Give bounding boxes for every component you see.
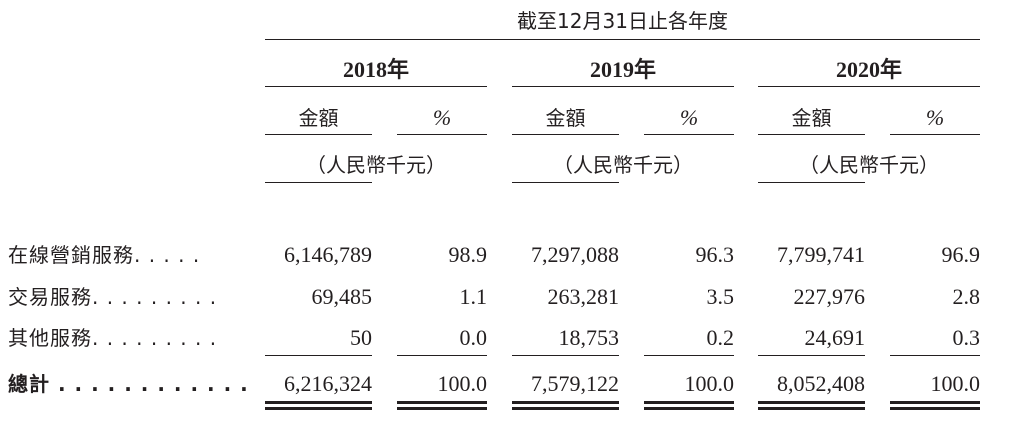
rule	[758, 407, 865, 410]
percent-cell: 96.3	[695, 242, 735, 267]
amount-header: 金額	[791, 106, 832, 130]
rule	[265, 182, 372, 183]
percent-cell: 100.0	[437, 371, 488, 396]
rule	[644, 355, 734, 356]
rule	[512, 407, 619, 410]
year-header: 2019年	[589, 57, 656, 82]
amount-cell: 8,052,408	[777, 371, 865, 396]
rule	[644, 401, 734, 404]
rule	[265, 86, 487, 87]
row-label: 其他服務. . . . . . . . .	[8, 326, 218, 350]
period-header: 截至12月31日止各年度	[517, 9, 728, 33]
percent-header: %	[432, 105, 452, 130]
unit-header: （人民幣千元）	[306, 153, 446, 177]
percent-cell: 0.3	[952, 325, 981, 350]
amount-cell: 6,146,789	[284, 242, 372, 267]
rule	[890, 401, 980, 404]
rule	[758, 86, 980, 87]
row-label: 在線營銷服務. . . . .	[8, 243, 201, 267]
rule	[758, 182, 865, 183]
rule	[265, 401, 372, 404]
rule	[890, 355, 980, 356]
rule	[397, 401, 487, 404]
rule	[644, 134, 734, 135]
amount-cell: 50	[350, 325, 372, 350]
rule	[644, 407, 734, 410]
percent-cell: 2.8	[952, 284, 981, 309]
amount-cell: 227,976	[793, 284, 866, 309]
amount-header: 金額	[545, 106, 586, 130]
amount-cell: 7,297,088	[531, 242, 619, 267]
rule	[397, 134, 487, 135]
rule	[758, 401, 865, 404]
rule	[265, 39, 980, 40]
percent-cell: 3.5	[706, 284, 735, 309]
rule	[512, 355, 619, 356]
rule	[512, 86, 734, 87]
amount-cell: 6,216,324	[284, 371, 372, 396]
percent-cell: 96.9	[941, 242, 981, 267]
amount-cell: 24,691	[804, 325, 866, 350]
rule	[265, 134, 372, 135]
rule	[512, 401, 619, 404]
row-label: 總計 . . . . . . . . . . . .	[8, 372, 249, 396]
percent-header: %	[925, 105, 945, 130]
year-header: 2020年	[835, 57, 902, 82]
rule	[512, 182, 619, 183]
amount-cell: 69,485	[311, 284, 373, 309]
percent-cell: 0.2	[706, 325, 735, 350]
year-header: 2018年	[342, 57, 409, 82]
percent-header: %	[679, 105, 699, 130]
percent-cell: 1.1	[459, 284, 488, 309]
percent-cell: 0.0	[459, 325, 488, 350]
rule	[758, 355, 865, 356]
percent-cell: 100.0	[930, 371, 981, 396]
row-label: 交易服務. . . . . . . . .	[8, 285, 218, 309]
percent-cell: 98.9	[448, 242, 488, 267]
amount-cell: 263,281	[547, 284, 620, 309]
rule	[265, 407, 372, 410]
amount-cell: 18,753	[558, 325, 620, 350]
amount-cell: 7,799,741	[777, 242, 865, 267]
percent-cell: 100.0	[684, 371, 735, 396]
rule	[512, 134, 619, 135]
rule	[397, 355, 487, 356]
amount-cell: 7,579,122	[531, 371, 619, 396]
rule	[758, 134, 865, 135]
amount-header: 金額	[298, 106, 339, 130]
rule	[890, 407, 980, 410]
rule	[397, 407, 487, 410]
rule	[265, 355, 372, 356]
unit-header: （人民幣千元）	[553, 153, 693, 177]
rule	[890, 134, 980, 135]
unit-header: （人民幣千元）	[799, 153, 939, 177]
